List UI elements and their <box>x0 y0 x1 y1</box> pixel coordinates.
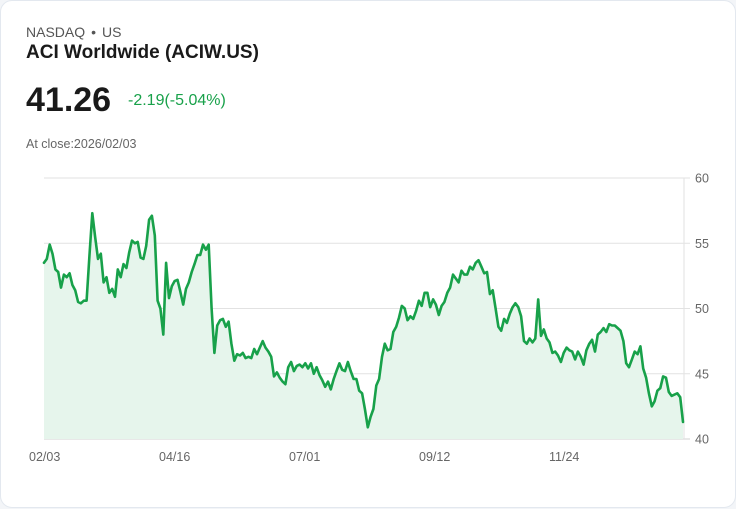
x-tick-label: 09/12 <box>419 450 450 464</box>
x-tick-label: 11/24 <box>549 450 579 464</box>
price-line[interactable] <box>42 211 685 429</box>
y-axis-ticks: 60 55 50 45 40 <box>695 172 709 447</box>
y-tick-label: 60 <box>695 172 709 186</box>
separator-dot: • <box>91 24 97 40</box>
y-tick-label: 50 <box>695 302 709 316</box>
x-tick-label: 02/03 <box>29 450 60 464</box>
price-area-fill <box>44 213 683 439</box>
exchange-label: NASDAQ • US <box>26 24 121 40</box>
x-tick-label: 04/16 <box>159 450 190 464</box>
stock-title: ACI Worldwide (ACIW.US) <box>26 42 259 63</box>
exchange-name: NASDAQ <box>26 24 86 40</box>
close-date: At close:2026/02/03 <box>26 137 137 151</box>
x-axis-ticks: 02/03 04/16 07/01 09/12 11/24 <box>29 450 579 464</box>
y-tick-label: 40 <box>695 433 709 447</box>
y-tick-label: 55 <box>695 237 709 251</box>
region-name: US <box>102 24 122 40</box>
y-tick-label: 45 <box>695 367 709 381</box>
x-tick-label: 07/01 <box>289 450 320 464</box>
price-change: -2.19(-5.04%) <box>128 92 226 109</box>
current-price: 41.26 <box>26 81 112 119</box>
